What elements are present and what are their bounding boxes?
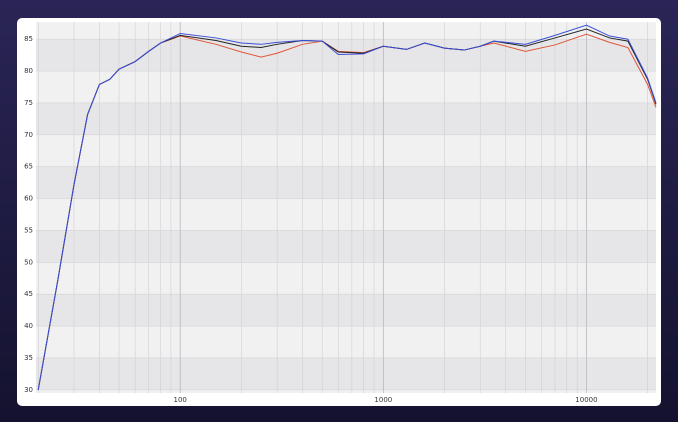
band <box>36 166 656 199</box>
y-tick-label: 85 <box>24 35 33 43</box>
band <box>36 357 656 390</box>
band <box>36 262 656 295</box>
y-tick-label: 80 <box>24 67 33 75</box>
band <box>36 134 656 167</box>
band <box>36 198 656 231</box>
band <box>36 71 656 103</box>
y-tick-label: 35 <box>24 354 33 362</box>
band <box>36 294 656 327</box>
band <box>36 326 656 358</box>
band <box>36 230 656 263</box>
y-tick-label: 75 <box>24 99 33 107</box>
y-tick-label: 60 <box>24 195 33 203</box>
series-line <box>37 24 657 390</box>
band <box>36 102 656 135</box>
y-tick-label: 40 <box>24 322 33 330</box>
y-tick-label: 65 <box>24 163 33 171</box>
x-tick-label: 1000 <box>374 396 392 404</box>
x-tick-label: 10000 <box>575 396 597 404</box>
y-tick-label: 45 <box>24 290 33 298</box>
band <box>36 39 656 72</box>
y-tick-label: 70 <box>24 131 33 139</box>
y-tick-label: 50 <box>24 258 33 266</box>
band <box>36 22 656 40</box>
y-tick-label: 30 <box>24 386 33 394</box>
band <box>36 389 656 393</box>
y-tick-label: 55 <box>24 226 33 234</box>
x-tick-label: 100 <box>174 396 187 404</box>
